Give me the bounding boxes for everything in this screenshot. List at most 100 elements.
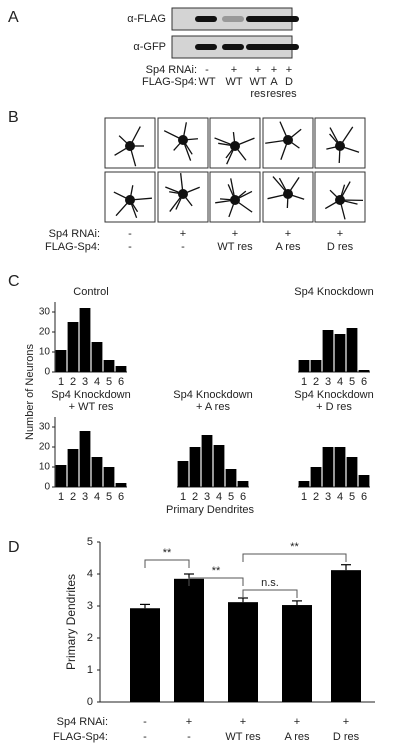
x-tick-label: 3 xyxy=(204,491,210,503)
blot-band xyxy=(277,16,299,22)
lane-label: + xyxy=(231,64,237,76)
x-tick-label: 3 xyxy=(82,491,88,503)
y-tick-label: 30 xyxy=(39,422,51,433)
soma xyxy=(230,195,240,205)
column-label: D res xyxy=(327,241,354,253)
soma xyxy=(230,141,240,151)
significance-bracket xyxy=(144,559,190,568)
x-tick-label: 5 xyxy=(106,376,112,388)
chart-title: Sp4 Knockdown xyxy=(294,286,374,298)
chart-subtitle: + D res xyxy=(316,401,352,413)
soma xyxy=(125,141,135,151)
column-label: + xyxy=(180,228,186,240)
column-label: - xyxy=(128,241,132,253)
column-label: + xyxy=(240,716,246,728)
column-label: A res xyxy=(275,241,301,253)
x-tick-label: 1 xyxy=(58,491,64,503)
x-tick-label: 4 xyxy=(216,491,222,503)
soma xyxy=(283,135,293,145)
bar xyxy=(55,350,67,372)
panel-label: B xyxy=(8,109,19,126)
y-tick-label: 4 xyxy=(87,568,93,580)
blot-label: α-FLAG xyxy=(127,13,166,25)
chart-title: Sp4 Knockdown xyxy=(173,389,253,401)
x-tick-label: 4 xyxy=(337,491,343,503)
blot-band xyxy=(222,44,244,50)
lane-label: - xyxy=(205,64,209,76)
significance-bracket xyxy=(188,577,244,586)
column-label: WT res xyxy=(225,731,261,743)
column-label: + xyxy=(186,716,192,728)
chart-title: Sp4 Knockdown xyxy=(51,389,131,401)
soma xyxy=(178,189,188,199)
y-tick-label: 0 xyxy=(44,367,50,378)
lane-label: WT xyxy=(249,76,266,88)
significance-bracket xyxy=(242,589,298,598)
x-tick-label: 6 xyxy=(118,491,124,503)
bar xyxy=(282,605,312,702)
blot-label: α-GFP xyxy=(133,41,166,53)
x-tick-label: 4 xyxy=(94,491,100,503)
bar xyxy=(358,370,370,372)
bar xyxy=(91,342,103,372)
significance-label: ** xyxy=(212,565,221,577)
column-label: + xyxy=(294,716,300,728)
x-tick-label: 4 xyxy=(94,376,100,388)
x-tick-label: 5 xyxy=(228,491,234,503)
x-tick-label: 5 xyxy=(106,491,112,503)
y-axis-label: Primary Dendrites xyxy=(64,574,78,670)
bar xyxy=(115,366,127,372)
x-tick-label: 6 xyxy=(118,376,124,388)
x-tick-label: 6 xyxy=(240,491,246,503)
x-tick-label: 2 xyxy=(70,491,76,503)
bar xyxy=(103,360,115,372)
column-label: + xyxy=(232,228,238,240)
y-tick-label: 0 xyxy=(87,696,93,708)
panel-label: C xyxy=(8,273,20,290)
soma xyxy=(178,135,188,145)
y-tick-label: 20 xyxy=(39,442,51,453)
bar xyxy=(228,602,258,702)
x-tick-label: 3 xyxy=(82,376,88,388)
chart-subtitle: + A res xyxy=(196,401,230,413)
row-label: FLAG-Sp4: xyxy=(53,731,108,743)
x-tick-label: 1 xyxy=(180,491,186,503)
blot-band xyxy=(222,16,244,22)
bar xyxy=(213,445,225,487)
bar xyxy=(331,570,361,702)
x-tick-label: 4 xyxy=(337,376,343,388)
y-tick-label: 2 xyxy=(87,632,93,644)
blot-band xyxy=(195,44,217,50)
bar xyxy=(334,334,346,372)
bar xyxy=(322,330,334,372)
significance-label: ** xyxy=(163,547,172,559)
blot-band xyxy=(195,16,217,22)
lane-label: + xyxy=(271,64,277,76)
soma xyxy=(335,141,345,151)
x-tick-label: 2 xyxy=(70,376,76,388)
column-label: - xyxy=(143,716,147,728)
x-tick-label: 3 xyxy=(325,491,331,503)
column-label: + xyxy=(337,228,343,240)
y-tick-label: 1 xyxy=(87,664,93,676)
column-label: - xyxy=(187,731,191,743)
lane-label: WT xyxy=(225,76,242,88)
lane-label: WT xyxy=(198,76,215,88)
bar xyxy=(91,457,103,487)
bar xyxy=(358,475,370,487)
chart-title: Sp4 Knockdown xyxy=(294,389,374,401)
column-label: + xyxy=(285,228,291,240)
row-label: FLAG-Sp4: xyxy=(142,76,197,88)
column-label: WT res xyxy=(217,241,253,253)
row-label: Sp4 RNAi: xyxy=(146,64,197,76)
bar xyxy=(67,322,79,372)
x-tick-label: 5 xyxy=(349,376,355,388)
bar xyxy=(174,578,204,702)
column-label: - xyxy=(128,228,132,240)
bar xyxy=(322,447,334,487)
lane-label: res xyxy=(281,88,297,100)
x-tick-label: 1 xyxy=(301,376,307,388)
blot-band xyxy=(277,44,299,50)
y-tick-label: 5 xyxy=(87,536,93,548)
